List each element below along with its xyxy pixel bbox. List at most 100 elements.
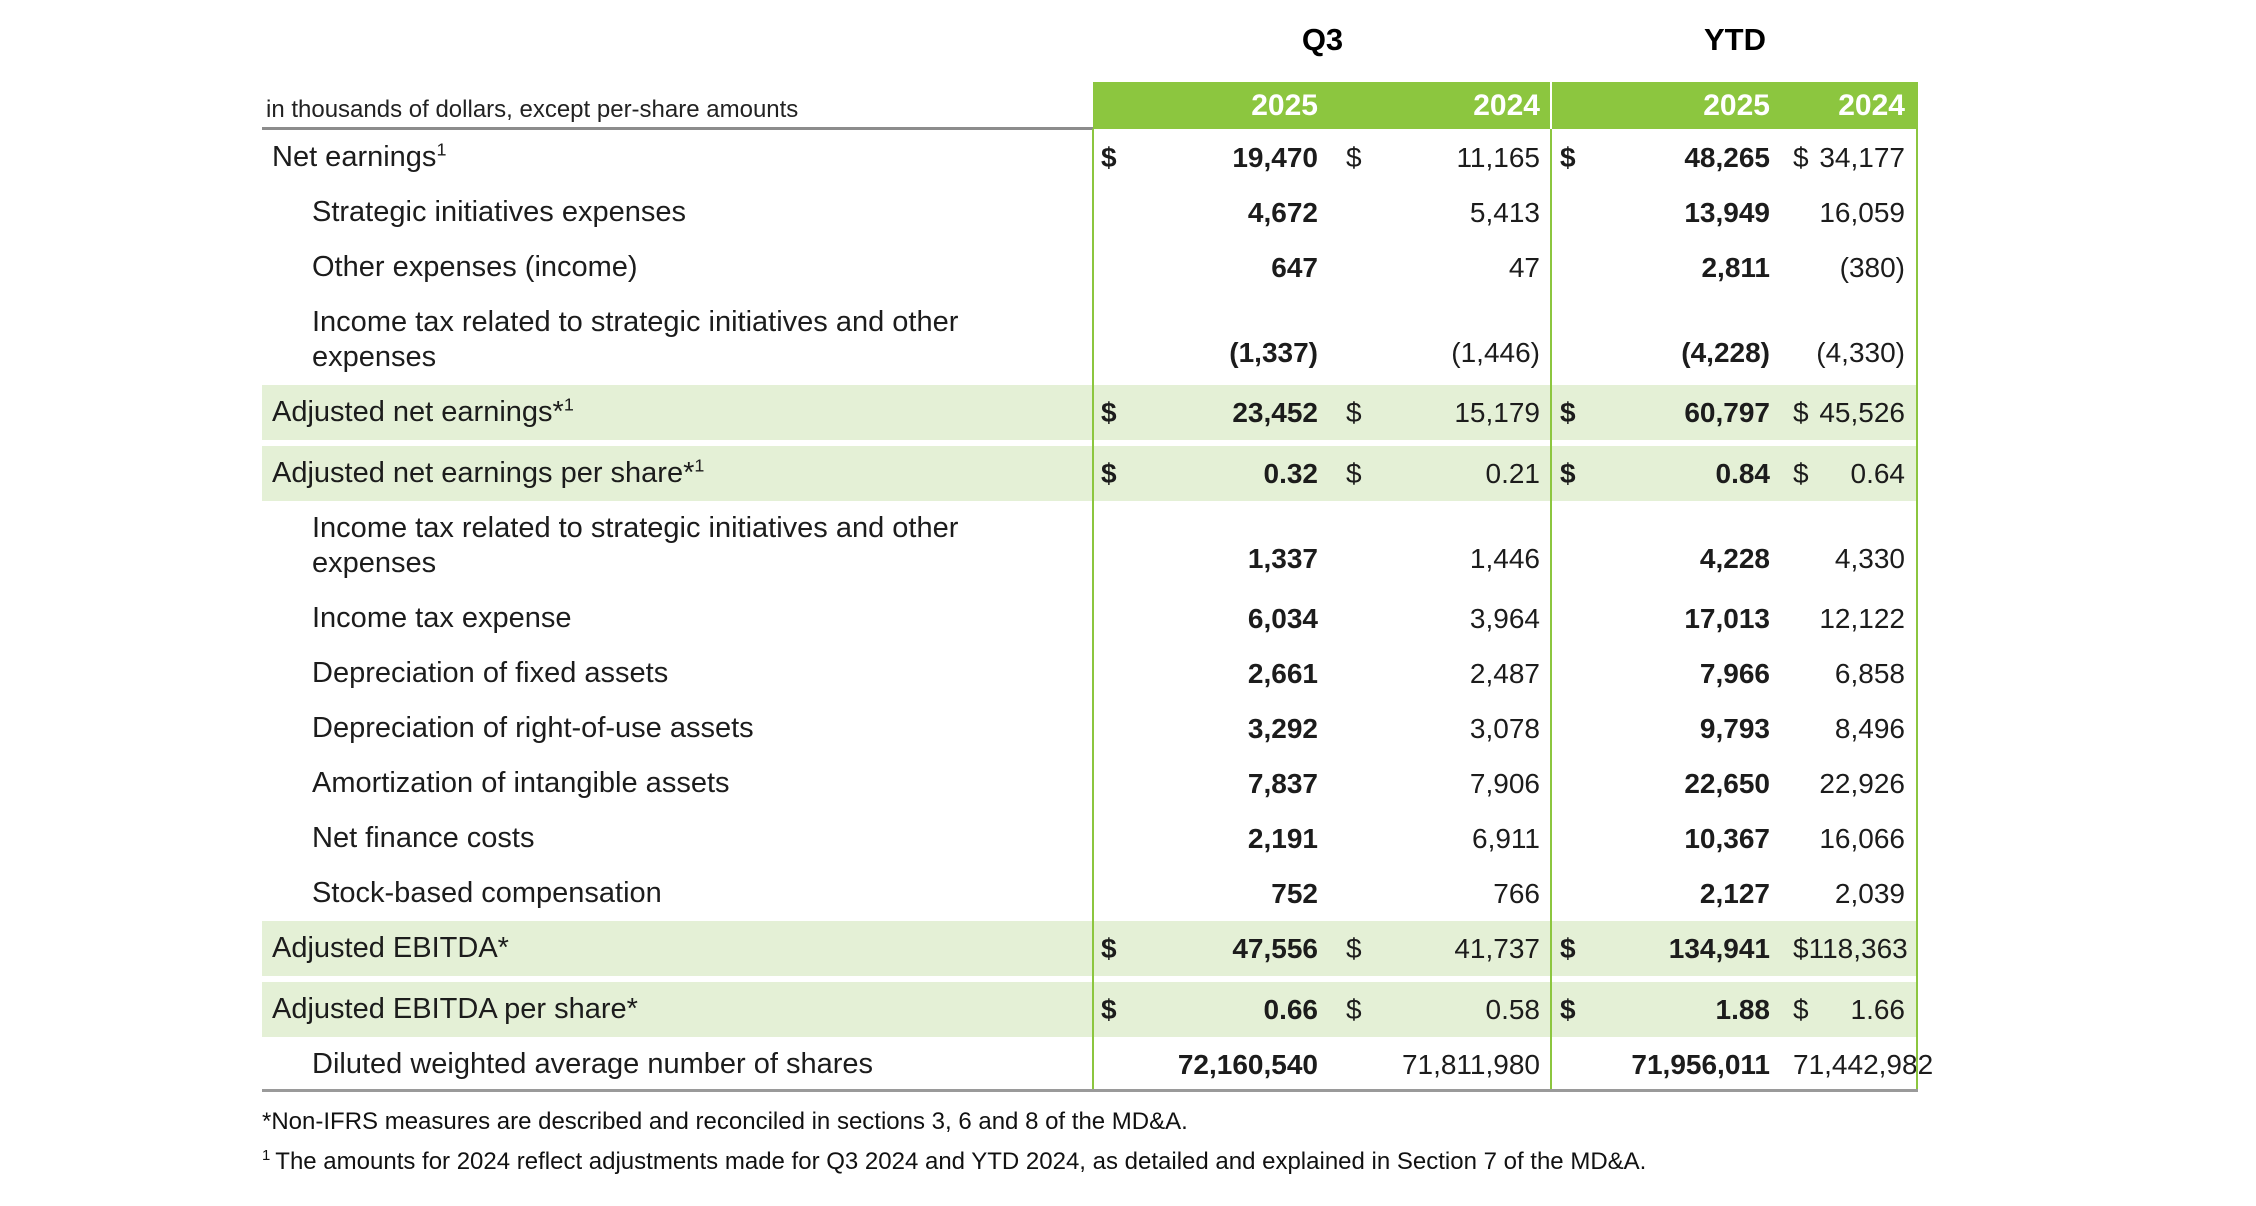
value-cell: $47,556 xyxy=(1093,921,1330,976)
table-row: Adjusted EBITDA* $47,556 $41,737 $134,941 $1… xyxy=(262,921,1918,976)
cell-amount: 1.66 xyxy=(1850,993,1906,1025)
value-cell: $41,737 xyxy=(1330,921,1552,976)
value-cell: $19,470 xyxy=(1093,130,1330,185)
dollar-sign: $ xyxy=(1346,457,1362,489)
dollar-sign: $ xyxy=(1793,396,1809,428)
table-bottom-rule xyxy=(262,1089,1918,1092)
cell-amount: (380) xyxy=(1839,251,1905,283)
cell-amount: 7,906 xyxy=(1469,767,1540,799)
year-header-q3-2025: 2025 xyxy=(1251,88,1318,122)
footnote-2024-adjustments: 1 The amounts for 2024 reflect adjustment… xyxy=(262,1142,1646,1182)
value-cell: 5,413 xyxy=(1330,185,1552,240)
dollar-sign: $ xyxy=(1793,932,1809,964)
cell-amount: 0.21 xyxy=(1485,457,1541,489)
value-cell: 72,160,540 xyxy=(1093,1037,1330,1092)
table-row: Adjusted EBITDA per share* $0.66 $0.58 $1.8… xyxy=(262,982,1918,1037)
value-cell: $0.66 xyxy=(1093,982,1330,1037)
cell-amount: 22,650 xyxy=(1684,767,1770,799)
value-cell: $134,941 xyxy=(1552,921,1785,976)
cell-amount: 17,013 xyxy=(1684,602,1770,634)
table-row: Depreciation of right-of-use assets 3,292… xyxy=(262,701,1918,756)
cell-amount: 13,949 xyxy=(1684,196,1770,228)
row-label: Net earnings1 xyxy=(272,139,447,173)
table-row: Income tax expense 6,034 3,964 17,013 12,122 xyxy=(262,591,1918,646)
value-cell: (4,330) xyxy=(1785,295,1918,385)
footnote-marker: 1 xyxy=(262,1148,271,1164)
value-cell: $1.66 xyxy=(1785,982,1918,1037)
value-cell: 2,811 xyxy=(1552,240,1785,295)
cell-amount: 7,966 xyxy=(1699,657,1770,689)
value-cell: 9,793 xyxy=(1552,701,1785,756)
year-header-ytd-2025: 2025 xyxy=(1703,88,1770,122)
dollar-sign: $ xyxy=(1101,932,1117,964)
header-rule xyxy=(262,127,1093,130)
value-cell: 2,487 xyxy=(1330,646,1552,701)
value-cell: (4,228) xyxy=(1552,295,1785,385)
footnote-non-ifrs: *Non-IFRS measures are described and rec… xyxy=(262,1102,1646,1142)
row-label: Adjusted net earnings per share*1 xyxy=(272,455,705,489)
grid-line-middle xyxy=(1550,129,1552,1089)
cell-amount: (1,446) xyxy=(1451,337,1540,368)
cell-amount: 134,941 xyxy=(1668,932,1770,964)
cell-amount: 1,446 xyxy=(1469,543,1540,574)
value-cell: 4,228 xyxy=(1552,501,1785,591)
cell-amount: 16,059 xyxy=(1819,196,1905,228)
cell-amount: 752 xyxy=(1271,877,1318,909)
footnote-marker: * xyxy=(262,1108,272,1135)
dollar-sign: $ xyxy=(1346,141,1362,173)
value-cell: 16,059 xyxy=(1785,185,1918,240)
cell-amount: 1,337 xyxy=(1247,543,1318,574)
column-group-ytd: YTD xyxy=(1704,22,1766,57)
table-row: Income tax related to strategic initiati… xyxy=(262,295,1918,385)
value-cell: $118,363 xyxy=(1785,921,1918,976)
cell-amount: 0.64 xyxy=(1850,457,1906,489)
year-header-bar: 2025 2024 2025 2024 xyxy=(1093,82,1918,129)
value-cell: 22,650 xyxy=(1552,756,1785,811)
cell-amount: 4,672 xyxy=(1247,196,1318,228)
cell-amount: 16,066 xyxy=(1819,822,1905,854)
value-cell: 7,837 xyxy=(1093,756,1330,811)
footnote-text: The amounts for 2024 reflect adjustments… xyxy=(275,1148,1647,1175)
dollar-sign: $ xyxy=(1560,141,1576,173)
dollar-sign: $ xyxy=(1560,396,1576,428)
table-row: Amortization of intangible assets 7,837 7,… xyxy=(262,756,1918,811)
row-label: Income tax related to strategic initiati… xyxy=(312,306,959,373)
value-cell: $34,177 xyxy=(1785,130,1918,185)
cell-amount: 45,526 xyxy=(1819,396,1905,428)
value-cell: 22,926 xyxy=(1785,756,1918,811)
value-cell: 8,496 xyxy=(1785,701,1918,756)
row-label: Depreciation of right-of-use assets xyxy=(312,712,754,744)
unit-note: in thousands of dollars, except per-shar… xyxy=(266,96,799,123)
value-cell: (1,337) xyxy=(1093,295,1330,385)
footnote-reference: 1 xyxy=(436,139,447,160)
table-row: Income tax related to strategic initiati… xyxy=(262,501,1918,591)
value-cell: 13,949 xyxy=(1552,185,1785,240)
dollar-sign: $ xyxy=(1101,396,1117,428)
cell-amount: 2,811 xyxy=(1701,251,1770,283)
dollar-sign: $ xyxy=(1346,932,1362,964)
cell-amount: 47 xyxy=(1508,251,1540,283)
year-header-ytd-2024: 2024 xyxy=(1838,88,1905,122)
value-cell: 6,858 xyxy=(1785,646,1918,701)
cell-amount: 2,039 xyxy=(1834,877,1905,909)
cell-amount: 10,367 xyxy=(1684,822,1770,854)
table-row: Strategic initiatives expenses 4,672 5,413… xyxy=(262,185,1918,240)
cell-amount: 12,122 xyxy=(1819,602,1905,634)
dollar-sign: $ xyxy=(1346,396,1362,428)
dollar-sign: $ xyxy=(1560,457,1576,489)
cell-amount: 41,737 xyxy=(1454,932,1540,964)
cell-amount: 0.58 xyxy=(1485,993,1541,1025)
value-cell: 766 xyxy=(1330,866,1552,921)
row-label: Adjusted net earnings*1 xyxy=(272,394,574,428)
table-row: Other expenses (income) 647 47 2,811 (380) xyxy=(262,240,1918,295)
value-cell: 647 xyxy=(1093,240,1330,295)
cell-amount: 48,265 xyxy=(1684,141,1770,173)
cell-amount: 6,034 xyxy=(1247,602,1318,634)
value-cell: $0.32 xyxy=(1093,446,1330,501)
value-cell: 2,661 xyxy=(1093,646,1330,701)
column-group-q3: Q3 xyxy=(1301,22,1344,57)
cell-amount: 2,127 xyxy=(1699,877,1770,909)
cell-amount: 11,165 xyxy=(1456,141,1540,173)
value-cell: 71,442,982 xyxy=(1785,1037,1933,1092)
value-cell: 1,446 xyxy=(1330,501,1552,591)
